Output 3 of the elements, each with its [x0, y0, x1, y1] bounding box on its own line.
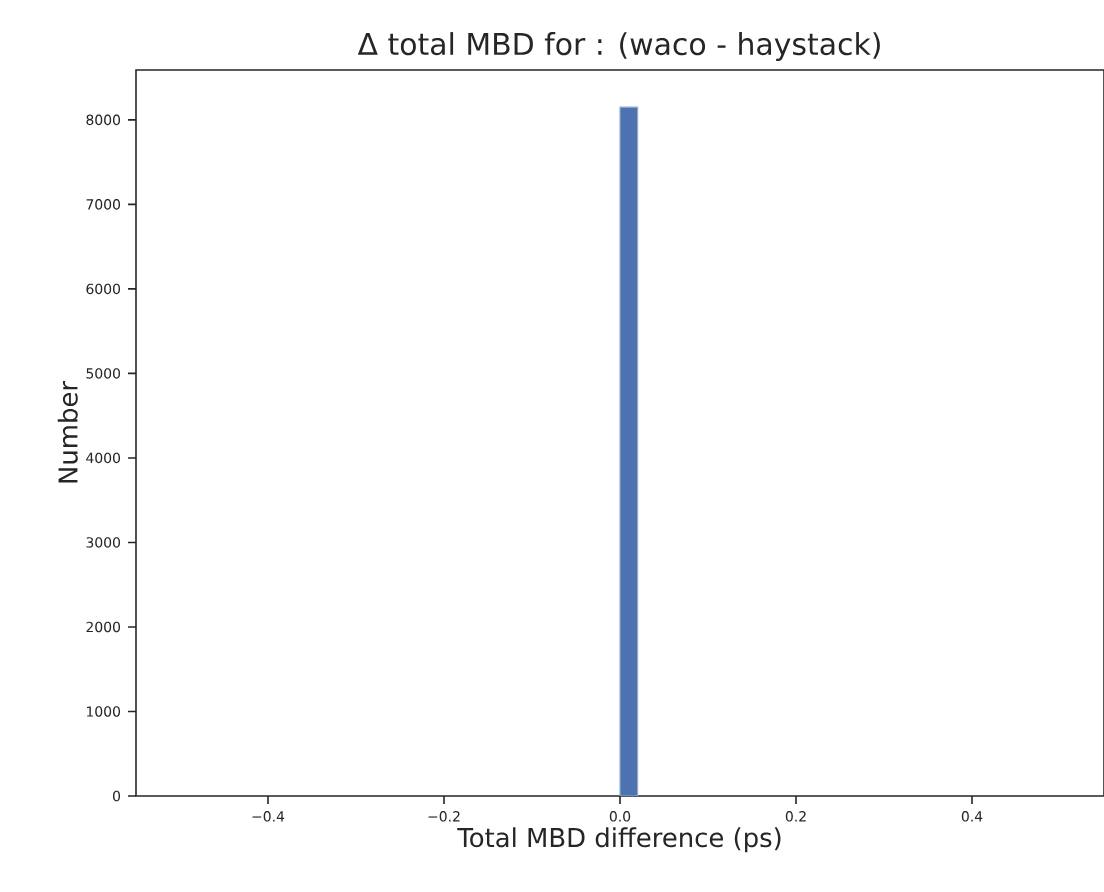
x-axis-title: Total MBD difference (ps) [457, 827, 781, 853]
chart-title: Δ total MBD for : (waco - haystack) [357, 32, 880, 62]
y-axis-title: Number [57, 380, 78, 483]
